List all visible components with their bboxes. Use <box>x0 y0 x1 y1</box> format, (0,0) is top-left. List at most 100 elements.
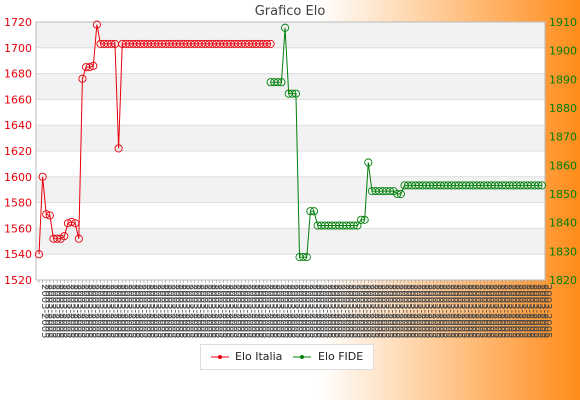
x-tick-label: 2003-2005 <box>444 284 455 339</box>
data-point <box>537 181 547 190</box>
x-tick-label: 2003-2005 <box>343 284 354 339</box>
x-tick-label: 2003-2005 <box>361 284 372 339</box>
x-tick-label: 2003-2005 <box>303 284 314 339</box>
x-tick-label: 2003-2005 <box>72 284 83 339</box>
x-tick-label: 2003-2005 <box>177 284 188 339</box>
x-tick-label: 2003-2005 <box>43 284 54 339</box>
x-tick-label: 2003-2005 <box>249 284 260 339</box>
x-tick-label: 2003-2005 <box>488 284 499 339</box>
x-tick-label: 2003-2005 <box>166 284 177 339</box>
x-tick-label: 2003-2005 <box>339 284 350 339</box>
y-right-tick-label: 1900 <box>549 45 577 58</box>
x-tick-label: 2003-2005 <box>350 284 361 339</box>
x-tick-label: 2003-2005 <box>397 284 408 339</box>
x-tick-label: 2003-2005 <box>173 284 184 339</box>
data-point <box>291 89 300 98</box>
x-tick-label: 2003-2005 <box>119 284 130 339</box>
x-tick-label: 2003-2005 <box>531 284 542 339</box>
x-tick-label: 2003-2005 <box>462 284 473 339</box>
x-tick-label: 2003-2005 <box>267 284 278 339</box>
x-tick-label: 2003-2005 <box>205 284 216 339</box>
grid-band <box>36 22 545 48</box>
x-tick-label: 2003-2005 <box>224 284 235 339</box>
y-left-tick-label: 1660 <box>4 93 32 106</box>
data-point <box>74 234 83 243</box>
x-tick-label: 2003-2005 <box>502 284 513 339</box>
x-tick-label: 2003-2005 <box>419 284 430 339</box>
x-tick-label: 2003-2005 <box>328 284 339 339</box>
series-line-1 <box>270 27 542 258</box>
x-tick-label: 2003-2005 <box>452 284 463 339</box>
x-tick-label: 2003-2005 <box>332 284 343 339</box>
x-tick-label: 2003-2005 <box>433 284 444 339</box>
x-tick-label: 2003-2005 <box>227 284 238 339</box>
legend-label: Elo Italia <box>235 350 283 363</box>
grid-band <box>36 228 545 255</box>
x-tick-label: 2003-2005 <box>79 284 90 339</box>
x-tick-label: 2003-2005 <box>46 284 57 339</box>
y-right-tick-label: 1850 <box>549 188 577 201</box>
x-tick-label: 2003-2005 <box>538 284 549 339</box>
x-tick-label: 2003-2005 <box>372 284 383 339</box>
x-tick-label: 2003-2005 <box>137 284 148 339</box>
x-tick-label: 2003-2005 <box>336 284 347 339</box>
x-tick-label: 2003-2005 <box>129 284 140 339</box>
x-tick-label: 2003-2005 <box>82 284 93 339</box>
x-tick-label: 2003-2005 <box>263 284 274 339</box>
data-point <box>114 144 123 153</box>
x-tick-label: 2003-2005 <box>68 284 79 339</box>
x-tick-label: 2003-2005 <box>184 284 195 339</box>
x-tick-label: 2003-2005 <box>513 284 524 339</box>
y-left-tick-label: 1680 <box>4 68 32 81</box>
x-tick-label: 2003-2005 <box>245 284 256 339</box>
data-point <box>45 211 54 220</box>
x-tick-label: 2003-2005 <box>180 284 191 339</box>
data-point <box>78 74 87 83</box>
x-tick-label: 2003-2005 <box>542 284 553 339</box>
x-tick-label: 2003-2005 <box>122 284 133 339</box>
legend-marker-icon <box>211 355 229 359</box>
y-left-tick-label: 1600 <box>4 171 32 184</box>
x-tick-label: 2003-2005 <box>491 284 502 339</box>
x-tick-label: 2003-2005 <box>285 284 296 339</box>
legend-marker-icon <box>293 355 311 359</box>
x-tick-label: 2003-2005 <box>390 284 401 339</box>
data-point <box>67 217 76 226</box>
x-tick-label: 2003-2005 <box>111 284 122 339</box>
x-tick-label: 2003-2005 <box>318 284 329 339</box>
x-tick-label: 2003-2005 <box>101 284 112 339</box>
plot-border <box>35 21 546 281</box>
y-right-tick-label: 1910 <box>549 16 577 29</box>
data-point <box>60 232 69 241</box>
x-tick-label: 2003-2005 <box>278 284 289 339</box>
x-tick-label: 2003-2005 <box>169 284 180 339</box>
x-tick-label: 2003-2005 <box>256 284 267 339</box>
x-tick-label: 2003-2005 <box>310 284 321 339</box>
x-tick-label: 2003-2005 <box>473 284 484 339</box>
x-tick-label: 2003-2005 <box>271 284 282 339</box>
x-tick-label: 2003-2005 <box>187 284 198 339</box>
data-point <box>42 210 51 219</box>
data-point <box>349 221 358 230</box>
x-tick-label: 2003-2005 <box>466 284 477 339</box>
x-tick-label: 2003-2005 <box>281 284 292 339</box>
x-tick-label: 2003-2005 <box>499 284 510 339</box>
x-tick-label: 2003-2005 <box>231 284 242 339</box>
y-right-tick-label: 1820 <box>549 274 577 287</box>
x-tick-label: 2003-2005 <box>357 284 368 339</box>
x-tick-label: 2003-2005 <box>408 284 419 339</box>
data-point <box>281 23 290 32</box>
x-tick-label: 2003-2005 <box>321 284 332 339</box>
x-tick-label: 2003-2005 <box>216 284 227 339</box>
x-tick-label: 2003-2005 <box>296 284 307 339</box>
x-tick-label: 2003-2005 <box>75 284 86 339</box>
x-tick-label: 2003-2005 <box>213 284 224 339</box>
data-point <box>38 172 47 181</box>
grid-band <box>36 73 545 100</box>
x-tick-label: 2003-2005 <box>97 284 108 339</box>
x-tick-label: 2003-2005 <box>314 284 325 339</box>
y-left-tick-label: 1580 <box>4 197 32 210</box>
x-tick-label: 2003-2005 <box>415 284 426 339</box>
x-tick-label: 2003-2005 <box>459 284 470 339</box>
x-tick-label: 2003-2005 <box>61 284 72 339</box>
